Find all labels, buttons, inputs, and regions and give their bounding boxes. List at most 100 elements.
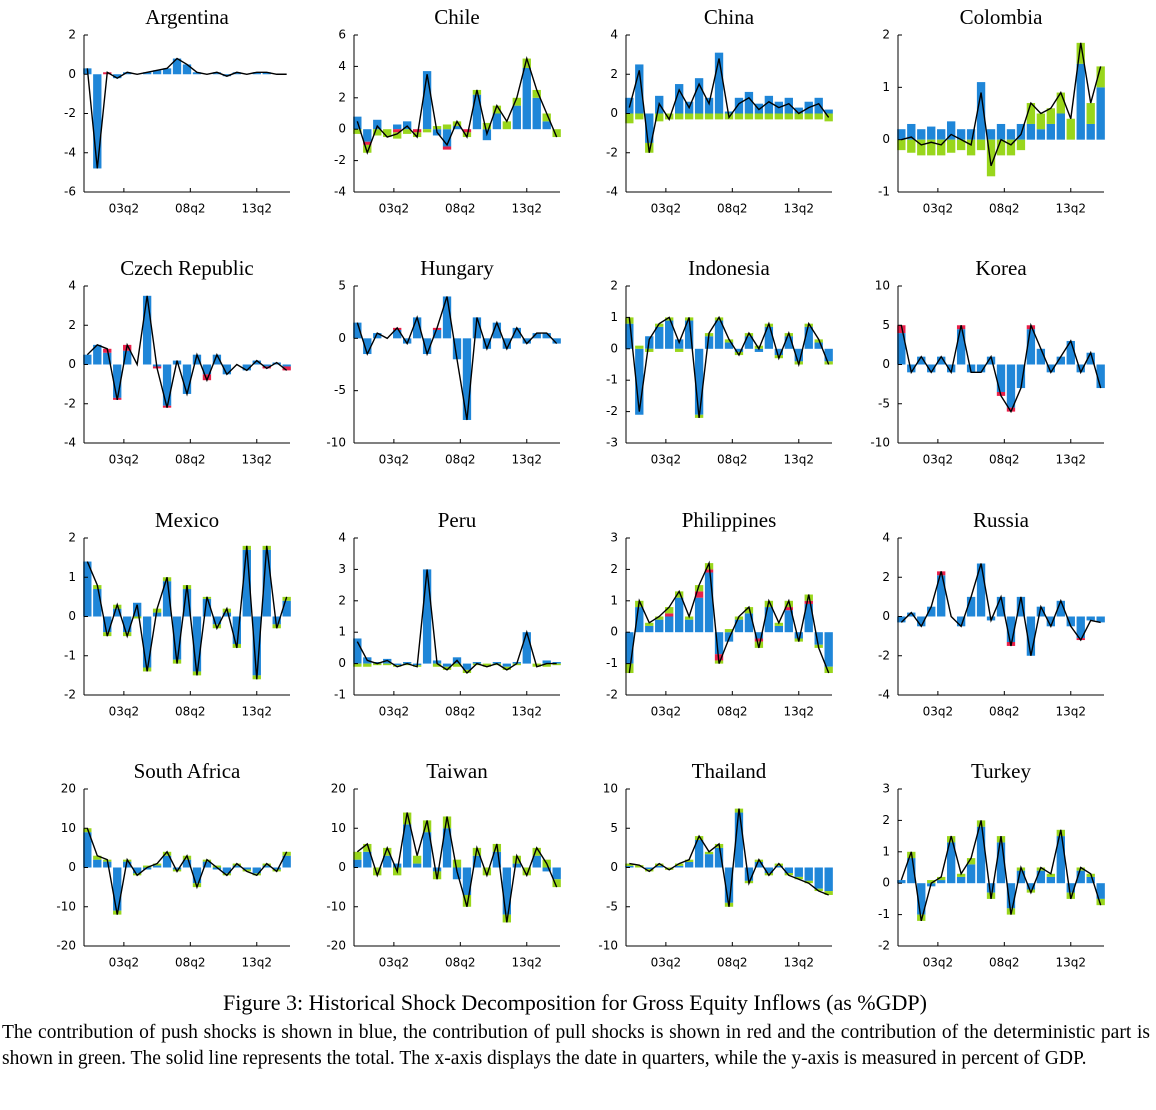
bar-segment xyxy=(1066,616,1075,627)
bar-segment xyxy=(724,342,734,349)
bar-segment xyxy=(784,867,793,873)
x-tick-label: 13q2 xyxy=(242,202,273,216)
bar-segment xyxy=(462,338,472,420)
bar-segment xyxy=(272,362,281,365)
bar-segment xyxy=(794,107,803,114)
bar-segment xyxy=(103,616,112,633)
y-tick-label: 2 xyxy=(610,279,618,293)
y-tick-label: 2 xyxy=(338,90,346,104)
chart-title: Colombia xyxy=(960,5,1044,29)
bar-segment xyxy=(412,855,422,864)
bar-segment xyxy=(422,129,432,133)
bar-segment xyxy=(402,662,412,664)
bar-segment xyxy=(1076,364,1085,373)
bar-segment xyxy=(764,95,774,114)
bar-segment xyxy=(684,113,694,120)
bar-segment xyxy=(1026,103,1036,124)
bar-segment xyxy=(996,364,1006,392)
bar-segment xyxy=(724,867,734,903)
bar-segment xyxy=(1026,883,1036,890)
y-tick-label: -2 xyxy=(878,939,890,953)
bar-segment xyxy=(665,320,674,349)
bar-segment xyxy=(192,354,202,365)
bar-segment xyxy=(794,876,803,880)
bar-segment xyxy=(714,632,724,655)
y-tick-label: 2 xyxy=(68,318,76,332)
bar-segment xyxy=(1076,63,1085,140)
bar-segment xyxy=(532,847,541,856)
y-tick-label: 20 xyxy=(61,782,76,796)
bar-segment xyxy=(956,129,966,140)
x-tick-label: 03q2 xyxy=(923,956,954,970)
bar-segment xyxy=(937,356,946,365)
total-line xyxy=(629,808,829,907)
bar-segment xyxy=(373,867,382,876)
x-tick-label: 13q2 xyxy=(784,705,815,719)
bar-segment xyxy=(956,329,966,365)
bar-segment xyxy=(113,608,122,617)
bar-segment xyxy=(492,851,502,868)
bar-segment xyxy=(764,326,774,349)
bar-segment xyxy=(1016,596,1026,617)
bar-segment xyxy=(502,121,512,130)
bar-segment xyxy=(694,78,704,114)
x-tick-label: 03q2 xyxy=(109,705,140,719)
bar-segment xyxy=(976,139,986,151)
bar-segment xyxy=(665,613,674,617)
bar-segment xyxy=(704,569,714,573)
bar-segment xyxy=(162,68,172,75)
x-tick-label: 08q2 xyxy=(989,202,1020,216)
bar-segment xyxy=(694,597,704,633)
y-tick-label: 0 xyxy=(882,609,890,623)
bar-segment xyxy=(152,70,162,75)
bar-segment xyxy=(744,867,754,881)
bar-segment xyxy=(373,333,382,339)
y-tick-label: 3 xyxy=(882,782,890,796)
x-tick-label: 08q2 xyxy=(989,705,1020,719)
y-tick-label: 5 xyxy=(882,318,890,332)
bar-segment xyxy=(363,843,372,852)
bar-segment xyxy=(655,863,664,866)
bar-segment xyxy=(635,345,644,349)
bar-segment xyxy=(222,74,232,77)
y-tick-label: -4 xyxy=(606,185,618,199)
y-tick-label: 10 xyxy=(61,821,76,835)
bar-segment xyxy=(522,338,531,344)
bar-segment xyxy=(704,97,714,114)
bar-segment xyxy=(754,348,764,352)
bar-segment xyxy=(522,67,531,130)
bar-segment xyxy=(946,121,956,140)
total-line xyxy=(356,569,557,675)
bar-segment xyxy=(83,561,92,617)
bar-segment xyxy=(774,113,784,120)
bar-segment xyxy=(363,663,372,667)
bar-segment xyxy=(976,826,986,884)
y-tick-label: 0 xyxy=(610,341,618,355)
bar-segment xyxy=(764,867,774,873)
bar-segment xyxy=(383,129,392,138)
bar-segment xyxy=(262,72,271,75)
bar-segment xyxy=(665,607,674,614)
bar-segment xyxy=(132,867,142,874)
bar-segment xyxy=(996,596,1006,617)
x-tick-label: 03q2 xyxy=(109,202,140,216)
bar-segment xyxy=(814,867,823,889)
bar-segment xyxy=(552,867,561,880)
bar-segment xyxy=(704,113,714,120)
bar-segment xyxy=(937,129,946,140)
bar-segment xyxy=(272,616,281,625)
y-tick-label: 1 xyxy=(882,80,890,94)
total-line xyxy=(86,57,287,169)
bar-segment xyxy=(103,861,112,868)
x-tick-label: 08q2 xyxy=(717,453,748,467)
bar-segment xyxy=(1006,129,1016,140)
bar-segment xyxy=(442,129,452,147)
bar-segment xyxy=(492,662,502,664)
bar-segment xyxy=(684,859,694,863)
bar-segment xyxy=(966,139,976,156)
bar-segment xyxy=(937,139,946,156)
bar-segment xyxy=(472,94,482,130)
y-tick-label: 6 xyxy=(338,28,346,42)
bar-segment xyxy=(242,869,251,872)
